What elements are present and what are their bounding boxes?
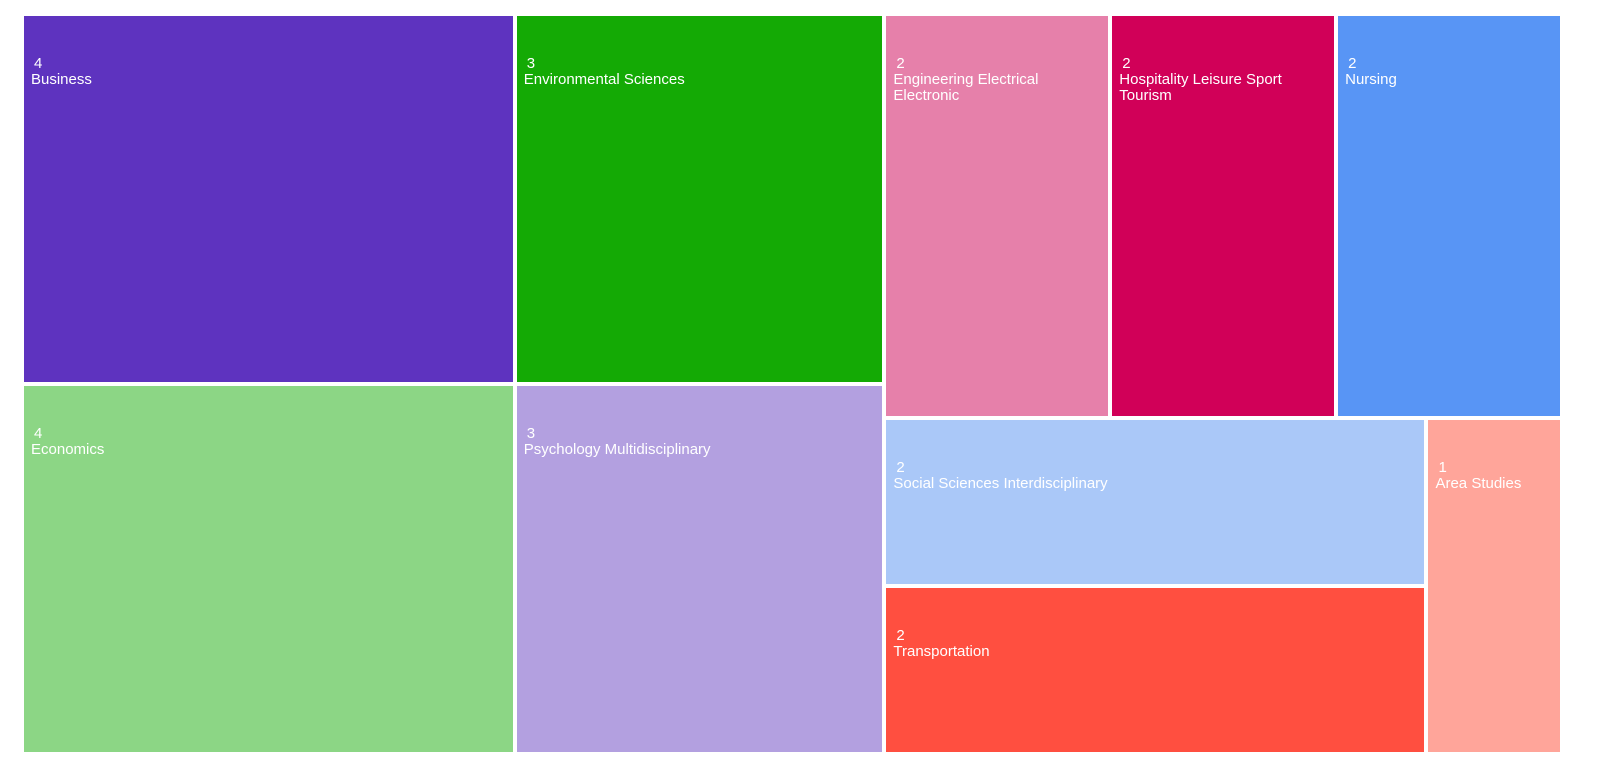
tile-label: Environmental Sciences <box>523 71 685 88</box>
tile-value: 2 <box>896 55 905 72</box>
tile-label: Transportation <box>893 642 990 660</box>
tile-value: 1 <box>1438 458 1447 476</box>
tile-label: Area Studies <box>1435 474 1522 492</box>
tile-label: Economics <box>31 441 105 458</box>
tile-value: 3 <box>526 425 536 442</box>
tile-label: Hospitality Leisure Sport Tourism <box>1119 71 1282 104</box>
tile-value: 3 <box>526 55 536 72</box>
tile-value: 4 <box>34 425 43 442</box>
tile-label: Business <box>31 71 92 88</box>
tile-value: 2 <box>1348 55 1357 72</box>
tile: 2 Nursing <box>1338 16 1560 416</box>
tile-value: 4 <box>34 55 43 72</box>
tile-label: Psychology Multidisciplinary <box>523 441 711 458</box>
tile: 2 Social Sciences Interdisciplinary <box>886 419 1425 584</box>
tile-value: 2 <box>896 458 905 476</box>
tile: 1 Area Studies <box>1428 419 1560 752</box>
tile: 3 Environmental Sciences <box>516 16 883 382</box>
tile-value: 2 <box>1122 55 1131 72</box>
tile: 2 Hospitality Leisure Sport Tourism <box>1112 16 1335 416</box>
tile-label: Social Sciences Interdisciplinary <box>893 474 1108 492</box>
tile-label: Nursing <box>1345 71 1397 88</box>
tile: 2 Transportation <box>886 587 1425 752</box>
tile-label: Engineering Electrical Electronic <box>893 71 1039 104</box>
tile: 3 Psychology Multidisciplinary <box>516 386 883 752</box>
tile: 4 Economics <box>24 386 513 752</box>
tile-value: 2 <box>896 626 905 644</box>
tile: 4 Business <box>24 16 513 382</box>
tile: 2 Engineering Electrical Electronic <box>886 16 1109 416</box>
